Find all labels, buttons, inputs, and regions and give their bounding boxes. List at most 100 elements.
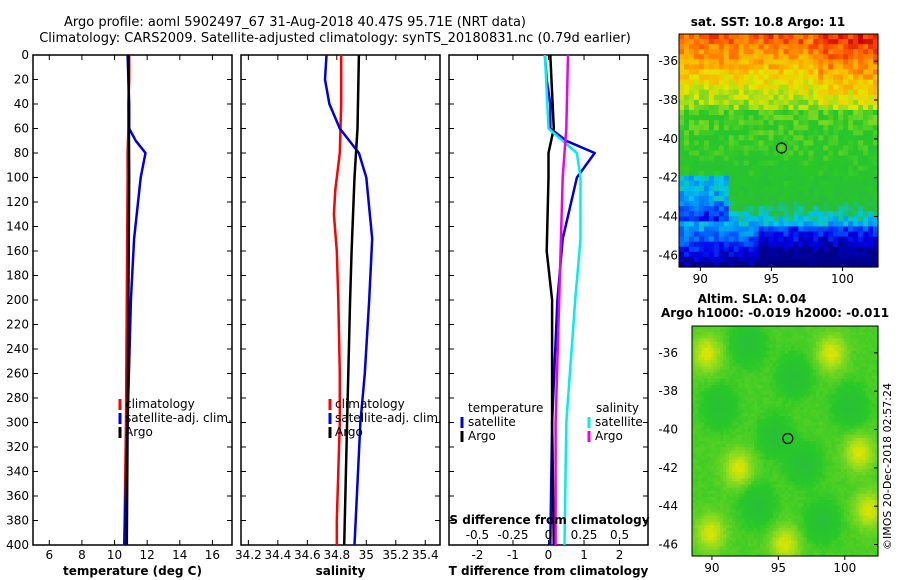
map-cell <box>809 409 814 414</box>
map-cell <box>868 59 874 65</box>
map-cell <box>818 130 824 136</box>
map-cell <box>863 175 869 182</box>
map-cell <box>840 366 845 371</box>
map-cell <box>868 196 874 202</box>
map-cell <box>856 360 860 364</box>
map-cell <box>843 459 848 464</box>
map-cell <box>772 338 777 343</box>
map-cell <box>803 120 809 126</box>
map-cell <box>695 329 699 333</box>
map-cell <box>747 344 752 349</box>
map-cell <box>871 341 876 346</box>
map-cell <box>788 465 792 470</box>
map-cell <box>760 428 764 433</box>
map-cell <box>735 406 740 411</box>
map-cell <box>808 226 814 233</box>
map-cell <box>848 39 854 45</box>
map-cell <box>692 357 696 361</box>
map-cell <box>763 431 767 436</box>
map-cell <box>840 347 845 352</box>
map-cell <box>768 120 775 126</box>
map-cell <box>797 453 802 458</box>
map-cell <box>873 211 879 217</box>
map-cell <box>679 236 685 243</box>
map-cell <box>800 447 805 451</box>
map-cell <box>758 130 765 136</box>
map-cell <box>778 165 785 172</box>
map-cell <box>747 372 752 377</box>
series-line-argo <box>342 54 361 546</box>
map-cell <box>803 165 809 172</box>
map-cell <box>847 419 851 423</box>
map-cell <box>831 437 836 442</box>
map-cell <box>863 49 869 55</box>
map-cell <box>834 403 839 408</box>
map-cell <box>778 409 783 414</box>
map-cell <box>743 175 750 182</box>
map-cell <box>850 456 854 461</box>
map-cell <box>794 341 798 346</box>
map-cell <box>865 385 870 389</box>
map-cell <box>772 434 777 439</box>
map-cell <box>788 326 792 330</box>
map-cell <box>713 413 718 417</box>
map-cell <box>831 363 836 368</box>
map-cell <box>865 450 870 455</box>
map-cell <box>871 347 876 352</box>
map-cell <box>735 353 740 358</box>
map-cell <box>806 347 811 352</box>
map-cell <box>748 165 755 172</box>
map-cell <box>695 338 699 343</box>
map-cell <box>843 211 849 217</box>
map-cell <box>828 79 834 86</box>
map-cell <box>728 165 735 172</box>
map-cell <box>791 335 795 340</box>
map-cell <box>723 353 727 358</box>
map-cell <box>800 357 805 361</box>
map-cell <box>750 360 755 364</box>
map-cell <box>688 231 695 238</box>
map-cell <box>848 231 854 238</box>
map-cell <box>873 74 879 81</box>
map-cell <box>862 397 867 402</box>
map-cell <box>735 416 740 420</box>
map-cell <box>683 59 690 65</box>
map-cell <box>798 74 804 81</box>
map-cell <box>703 175 710 182</box>
map-cell <box>806 372 811 377</box>
map-cell <box>833 44 839 50</box>
map-cell <box>848 165 854 172</box>
map-cell <box>853 231 859 238</box>
map-cell <box>775 428 780 433</box>
map-cell <box>719 363 724 368</box>
map-cell <box>763 468 767 473</box>
map-cell <box>775 391 780 395</box>
map-cell <box>862 419 867 423</box>
map-cell <box>865 406 870 411</box>
map-cell <box>788 49 795 55</box>
map-cell <box>843 165 849 172</box>
map-cell <box>744 391 749 395</box>
map-cell <box>729 357 733 361</box>
map-cell <box>692 394 696 399</box>
map-cell <box>871 422 876 427</box>
map-cell <box>781 422 786 427</box>
map-cell <box>741 385 746 389</box>
map-cell <box>833 135 839 141</box>
map-cell <box>747 347 752 352</box>
map-cell <box>856 332 860 336</box>
map-cell <box>738 39 745 45</box>
map-cell <box>783 39 790 45</box>
map-cell <box>874 450 879 455</box>
map-cell <box>728 251 735 258</box>
map-cell <box>874 353 879 358</box>
map-cell <box>772 431 777 436</box>
map-cell <box>763 409 767 414</box>
map-cell <box>838 74 844 81</box>
map-cell <box>763 221 770 228</box>
map-cell <box>701 378 705 383</box>
map-cell <box>713 329 718 333</box>
map-cell <box>863 241 869 248</box>
map-cell <box>729 437 733 442</box>
map-cell <box>853 59 859 65</box>
